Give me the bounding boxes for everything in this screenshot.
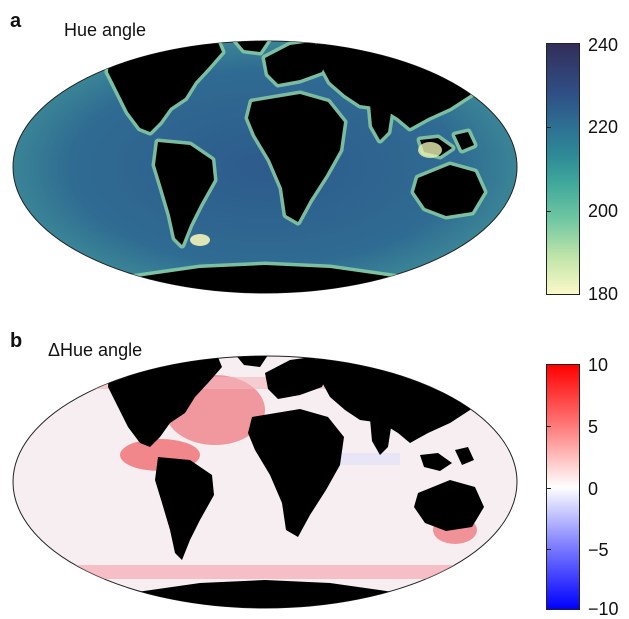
colorbar-a-tickmark xyxy=(546,127,551,128)
colorbar-b-tick: 5 xyxy=(588,417,599,437)
panel-a-label: a xyxy=(10,10,22,32)
colorbar-b xyxy=(546,364,580,610)
colorbar-b-tick: −5 xyxy=(588,540,609,560)
colorbar-b-tick: −10 xyxy=(588,599,619,619)
map-b xyxy=(12,355,518,609)
colorbar-a-tick: 240 xyxy=(588,35,619,55)
colorbar-b-tickmark xyxy=(546,426,551,427)
map-a xyxy=(12,40,518,294)
colorbar-b-tick: 10 xyxy=(588,355,609,375)
colorbar-a-tickmark xyxy=(546,211,551,212)
colorbar-a-tick: 220 xyxy=(588,117,619,137)
colorbar-b-tickmark xyxy=(546,549,551,550)
panel-a-title: Hue angle xyxy=(64,20,147,40)
panel-b-title: ΔHue angle xyxy=(48,340,143,360)
colorbar-a-tick: 180 xyxy=(588,284,619,304)
colorbar-a-tick: 200 xyxy=(588,201,619,221)
colorbar-b-tick: 0 xyxy=(588,479,599,499)
panel-b-label: b xyxy=(10,330,23,352)
colorbar-a xyxy=(546,43,580,295)
colorbar-b-tickmark xyxy=(546,488,551,489)
